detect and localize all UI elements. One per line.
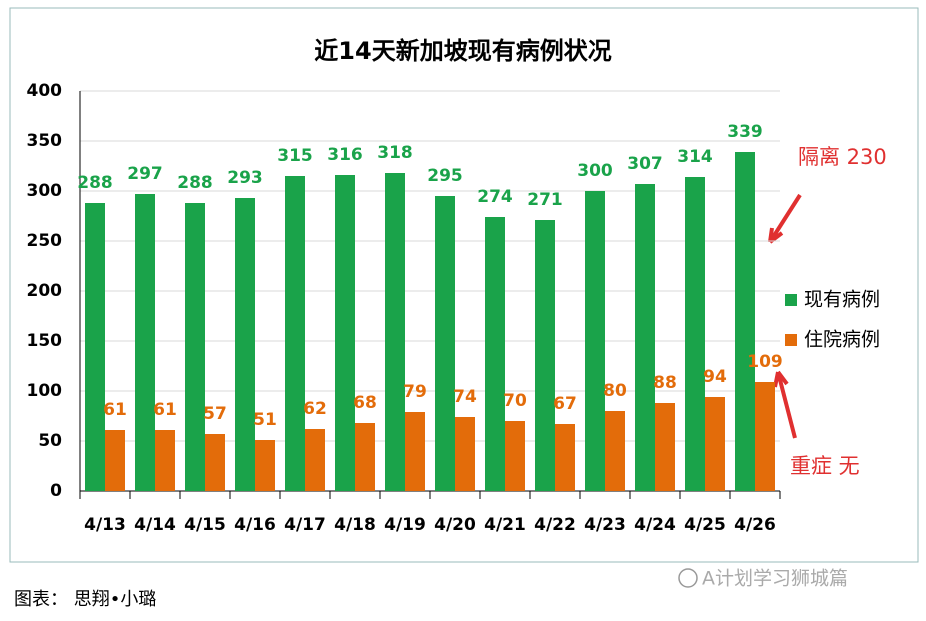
bar	[185, 203, 205, 491]
x-tick-label: 4/20	[434, 515, 476, 535]
value-label: 307	[627, 154, 663, 174]
y-tick-label: 0	[50, 481, 62, 501]
value-label: 61	[103, 400, 127, 420]
x-tick-label: 4/14	[134, 515, 176, 535]
y-tick-label: 200	[27, 281, 63, 301]
bar	[205, 434, 225, 491]
bar	[135, 194, 155, 491]
bar	[555, 424, 575, 491]
arrow	[773, 370, 797, 439]
x-tick-label: 4/13	[84, 515, 126, 535]
bar	[535, 220, 555, 491]
x-tick-label: 4/15	[184, 515, 226, 535]
y-tick-label: 400	[27, 81, 63, 101]
x-tick-label: 4/16	[234, 515, 276, 535]
value-label: 88	[653, 373, 677, 393]
value-label: 297	[127, 164, 163, 184]
value-label: 288	[77, 173, 113, 193]
y-tick-label: 300	[27, 181, 63, 201]
bar	[635, 184, 655, 491]
x-tick-label: 4/19	[384, 515, 426, 535]
chart-title: 近14天新加坡现有病例状况	[314, 37, 611, 65]
value-label: 314	[677, 147, 713, 167]
value-label: 300	[577, 161, 613, 181]
bar	[485, 217, 505, 491]
bar	[405, 412, 425, 491]
watermark-icon	[678, 568, 698, 588]
y-tick-label: 50	[38, 431, 62, 451]
x-tick-label: 4/26	[734, 515, 776, 535]
bar	[355, 423, 375, 491]
bar	[85, 203, 105, 491]
bar	[505, 421, 525, 491]
bar	[305, 429, 325, 491]
value-label: 79	[403, 382, 427, 402]
x-tick-label: 4/18	[334, 515, 376, 535]
y-tick-label: 150	[27, 331, 63, 351]
value-label: 62	[303, 399, 327, 419]
legend-label: 现有病例	[804, 289, 880, 311]
bar	[735, 152, 755, 491]
value-label: 109	[747, 352, 783, 372]
x-tick-label: 4/17	[284, 515, 326, 535]
annotation: 重症 无	[790, 454, 860, 478]
value-label: 288	[177, 173, 213, 193]
x-tick-label: 4/24	[634, 515, 676, 535]
bar	[435, 196, 455, 491]
value-label: 61	[153, 400, 177, 420]
y-tick-label: 250	[27, 231, 63, 251]
value-label: 295	[427, 166, 463, 186]
bar	[385, 173, 405, 491]
value-label: 80	[603, 381, 627, 401]
value-label: 274	[477, 187, 513, 207]
value-label: 318	[377, 143, 413, 163]
bar	[335, 175, 355, 491]
value-label: 315	[277, 146, 313, 166]
bar	[155, 430, 175, 491]
legend-swatch	[785, 294, 797, 306]
value-label: 316	[327, 145, 363, 165]
bar	[685, 177, 705, 491]
bar	[105, 430, 125, 491]
value-label: 67	[553, 394, 577, 414]
bar	[455, 417, 475, 491]
x-tick-label: 4/21	[484, 515, 526, 535]
annotation: 隔离 230	[798, 145, 887, 169]
x-tick-label: 4/22	[534, 515, 576, 535]
value-label: 70	[503, 391, 527, 411]
caption: 图表： 思翔•小璐	[14, 589, 156, 610]
legend-label: 住院病例	[804, 329, 880, 351]
value-label: 293	[227, 168, 263, 188]
x-tick-label: 4/25	[684, 515, 726, 535]
y-tick-label: 350	[27, 131, 63, 151]
bar	[705, 397, 725, 491]
value-label: 271	[527, 190, 563, 210]
bar	[605, 411, 625, 491]
value-label: 339	[727, 122, 763, 142]
value-label: 94	[703, 367, 727, 387]
bar	[235, 198, 255, 491]
value-label: 74	[453, 387, 477, 407]
value-label: 51	[253, 410, 277, 430]
bar	[755, 382, 775, 491]
legend-swatch	[785, 334, 797, 346]
watermark: A计划学习狮城篇	[702, 568, 848, 590]
value-label: 68	[353, 393, 377, 413]
bar	[655, 403, 675, 491]
y-tick-label: 100	[27, 381, 63, 401]
x-tick-label: 4/23	[584, 515, 626, 535]
value-label: 57	[203, 404, 227, 424]
bar	[255, 440, 275, 491]
bar	[285, 176, 305, 491]
bar	[585, 191, 605, 491]
